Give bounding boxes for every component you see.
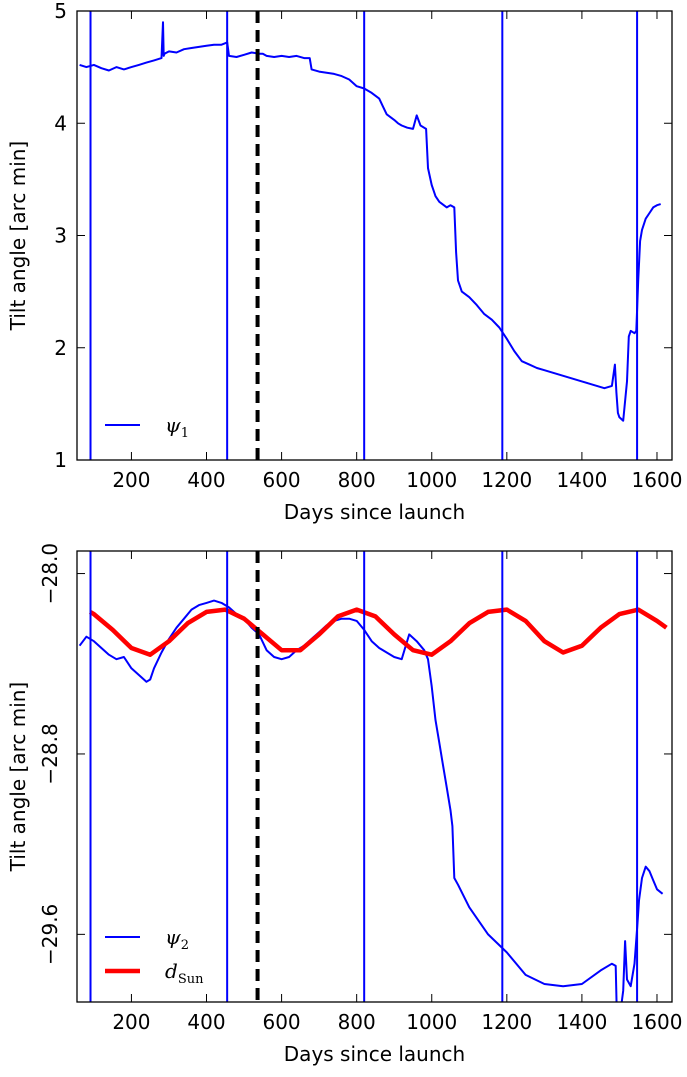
bottom-ytick-label-0: −28.0 — [38, 543, 62, 604]
top-plot-area — [77, 11, 672, 460]
bottom-xtick-label-1400: 1400 — [556, 1010, 607, 1034]
bottom-legend-label-2: dSun — [165, 959, 204, 987]
bottom-series-1-line — [78, 599, 664, 1002]
top-xtick-label-1400: 1400 — [556, 468, 607, 492]
bottom-ytick-label-1: −28.8 — [38, 723, 62, 784]
top-legend: ψ1 — [105, 413, 189, 441]
bottom-plot-area — [77, 551, 672, 1002]
bottom-xtick-label-400: 400 — [187, 1010, 225, 1034]
bottom-legend-label-1: ψ2 — [165, 925, 189, 953]
top-xtick-label-1600: 1600 — [632, 468, 683, 492]
bottom-xtick-label-600: 600 — [262, 1010, 300, 1034]
top-xtick-label-800: 800 — [338, 468, 376, 492]
bottom-legend: ψ2 dSun — [105, 925, 204, 987]
top-series-1-line — [79, 21, 661, 422]
bottom-xtick-label-800: 800 — [338, 1010, 376, 1034]
top-ytick-label-0: 1 — [54, 448, 67, 472]
top-series-group — [79, 11, 661, 460]
bottom-series-2-line — [88, 607, 668, 657]
bottom-xtick-label-1000: 1000 — [406, 1010, 457, 1034]
bottom-panel: ψ2 dSun 200 400 600 800 1000 1200 1400 1600 −28.0 −… — [6, 543, 682, 1066]
top-x-axis-label: Days since launch — [284, 500, 465, 524]
bottom-axes-frame — [76, 550, 673, 1003]
top-xtick-label-200: 200 — [112, 468, 150, 492]
top-ytick-label-2: 3 — [54, 224, 67, 248]
bottom-xtick-label-1600: 1600 — [632, 1010, 683, 1034]
top-xtick-label-1200: 1200 — [481, 468, 532, 492]
top-ytick-label-3: 4 — [54, 111, 67, 135]
top-y-axis-label: Tilt angle [arc min] — [6, 141, 30, 331]
top-xtick-label-1000: 1000 — [406, 468, 457, 492]
top-legend-label-1: ψ1 — [165, 413, 189, 441]
top-xtick-label-600: 600 — [262, 468, 300, 492]
bottom-y-axis-label: Tilt angle [arc min] — [6, 682, 30, 872]
bottom-xtick-label-200: 200 — [112, 1010, 150, 1034]
top-panel: ψ1 200 400 600 800 1000 1200 1400 1600 1 2 3 4 5 Days … — [6, 0, 682, 524]
bottom-series-group — [78, 551, 668, 1002]
top-ytick-label-4: 5 — [54, 0, 67, 23]
bottom-x-axis-label: Days since launch — [284, 1042, 465, 1066]
top-xtick-label-400: 400 — [187, 468, 225, 492]
bottom-ytick-label-2: −29.6 — [38, 904, 62, 965]
top-ytick-label-1: 2 — [54, 336, 67, 360]
bottom-xtick-label-1200: 1200 — [481, 1010, 532, 1034]
